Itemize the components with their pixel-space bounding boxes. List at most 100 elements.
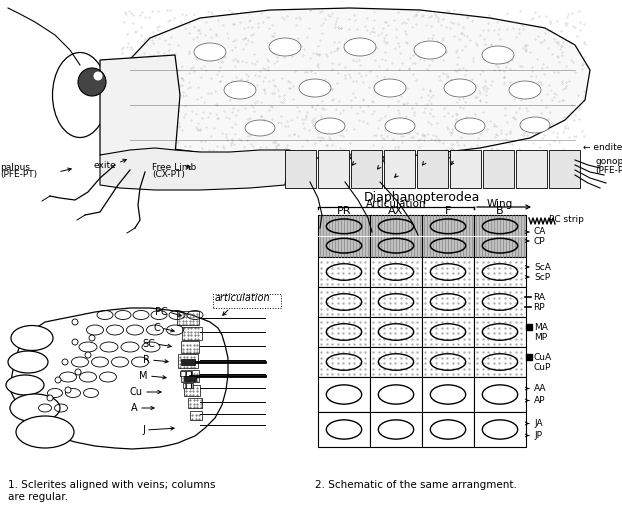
Text: F: F (445, 206, 451, 216)
Ellipse shape (194, 43, 226, 61)
Text: B: B (496, 206, 504, 216)
Bar (370, 257, 422, 287)
Bar (474, 347, 526, 377)
Ellipse shape (482, 46, 514, 64)
Ellipse shape (245, 120, 275, 136)
Bar (422, 215, 474, 257)
Bar (422, 257, 474, 287)
Text: R: R (143, 355, 150, 365)
Bar (526, 354, 532, 360)
Text: (PFE-PT): (PFE-PT) (437, 159, 473, 167)
Text: CuP: CuP (534, 362, 551, 372)
Text: Cu: Cu (130, 387, 143, 397)
Ellipse shape (520, 117, 550, 133)
Bar (370, 347, 422, 377)
Text: MP: MP (534, 332, 547, 342)
Ellipse shape (52, 53, 108, 138)
Ellipse shape (374, 79, 406, 97)
Bar (183, 382, 193, 388)
Bar (177, 311, 199, 325)
Ellipse shape (6, 375, 44, 395)
Text: CA: CA (534, 227, 546, 237)
Text: PC: PC (156, 307, 168, 317)
Bar (474, 317, 526, 347)
Bar (422, 347, 474, 377)
Circle shape (65, 387, 71, 393)
Text: (PFE-PT): (PFE-PT) (0, 170, 37, 180)
Bar (483, 150, 514, 188)
Bar (549, 150, 580, 188)
Ellipse shape (414, 41, 446, 59)
Circle shape (89, 335, 95, 341)
Text: exite: exite (93, 160, 116, 169)
Ellipse shape (10, 394, 60, 422)
Bar (181, 370, 199, 382)
Circle shape (72, 339, 78, 345)
Ellipse shape (11, 326, 53, 351)
Bar (178, 354, 198, 368)
Text: Limb: Limb (444, 151, 466, 160)
Circle shape (72, 319, 78, 325)
Circle shape (62, 359, 68, 365)
Bar (351, 150, 382, 188)
Polygon shape (115, 8, 590, 158)
Text: J: J (142, 425, 145, 435)
Text: JP: JP (534, 431, 542, 440)
Text: MA: MA (534, 323, 548, 331)
Text: 1. Sclerites aligned with veins; columns
are regular.: 1. Sclerites aligned with veins; columns… (8, 480, 215, 502)
Text: M: M (139, 371, 148, 381)
Ellipse shape (78, 68, 106, 96)
Text: ScA: ScA (534, 263, 551, 271)
Text: palpus: palpus (0, 163, 30, 173)
Bar (417, 150, 448, 188)
Bar (318, 317, 370, 347)
Bar (190, 411, 202, 419)
Text: SCX: SCX (389, 165, 407, 175)
Text: CP: CP (534, 237, 545, 245)
Bar (318, 412, 370, 447)
Circle shape (47, 395, 53, 401)
Bar (370, 412, 422, 447)
Bar (181, 341, 199, 353)
Text: RA: RA (533, 292, 545, 302)
Text: Articulation: Articulation (366, 199, 426, 209)
Ellipse shape (224, 81, 256, 99)
Ellipse shape (93, 72, 103, 80)
Ellipse shape (299, 79, 331, 97)
Bar (318, 347, 370, 377)
Polygon shape (10, 308, 228, 449)
Bar (422, 412, 474, 447)
Text: PR: PR (337, 206, 351, 216)
Bar (180, 371, 192, 375)
Bar (370, 287, 422, 317)
Circle shape (55, 377, 61, 383)
Text: AX: AX (388, 206, 404, 216)
Bar (370, 215, 422, 257)
Text: TR: TR (374, 158, 386, 166)
Bar (318, 287, 370, 317)
Text: articulation: articulation (215, 293, 271, 303)
Text: JA: JA (534, 419, 542, 428)
Bar (318, 150, 349, 188)
Bar (474, 257, 526, 287)
Bar (182, 327, 202, 339)
Ellipse shape (8, 351, 48, 373)
Ellipse shape (16, 416, 74, 448)
Text: ← endite: ← endite (583, 142, 622, 152)
Ellipse shape (444, 79, 476, 97)
Ellipse shape (269, 38, 301, 56)
Text: Wing: Wing (487, 199, 513, 209)
Bar (213, 294, 281, 308)
Text: ECX: ECX (416, 154, 434, 162)
Bar (422, 377, 474, 412)
Bar (184, 385, 200, 395)
Bar (474, 412, 526, 447)
Circle shape (85, 352, 91, 358)
Ellipse shape (344, 38, 376, 56)
Ellipse shape (509, 81, 541, 99)
Bar (474, 215, 526, 257)
Circle shape (75, 369, 81, 375)
Text: Free Limb: Free Limb (152, 163, 197, 173)
Bar (422, 317, 474, 347)
Text: C: C (153, 323, 160, 333)
